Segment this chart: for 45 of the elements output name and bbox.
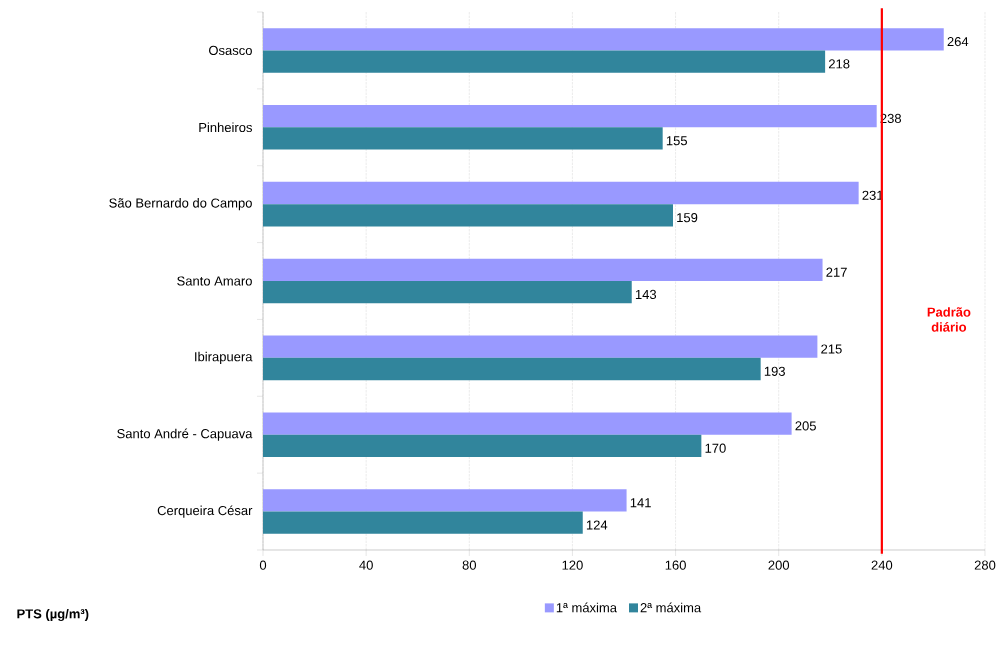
data-label: 218	[828, 59, 850, 69]
data-label: 170	[705, 443, 726, 453]
x-tick-label: 280	[974, 560, 996, 570]
bar	[263, 127, 663, 150]
x-tick-label: 0	[259, 560, 267, 570]
x-tick-label: 240	[871, 560, 893, 570]
data-label: 215	[821, 344, 842, 354]
x-tick-label: 40	[359, 560, 373, 570]
bar	[263, 204, 673, 227]
bar	[263, 105, 877, 128]
bar	[263, 357, 761, 381]
bar	[263, 281, 632, 304]
data-label: 143	[635, 289, 657, 300]
y-tick-label: Santo Amaro	[177, 276, 252, 286]
legend-label: 1ª máxima	[556, 602, 617, 613]
text: PTS (µg/m³)	[17, 608, 89, 622]
y-tick-label: Ibirapuera	[195, 351, 253, 364]
x-tick-label: 120	[562, 560, 583, 570]
bar	[263, 181, 859, 205]
y-tick-label: Cerqueira César	[157, 505, 253, 518]
data-label: 141	[630, 498, 651, 508]
bar	[263, 28, 944, 51]
bar	[263, 511, 583, 534]
data-label: 205	[795, 421, 816, 431]
bar	[263, 489, 627, 512]
bar	[263, 50, 826, 73]
bar	[263, 258, 823, 281]
x-tick-label: 80	[462, 560, 477, 570]
y-tick-label: Santo André - Capuava	[117, 428, 253, 441]
data-label: 159	[677, 212, 698, 223]
bar	[263, 434, 702, 457]
y-tick-label: Osasco	[209, 45, 252, 56]
legend-label: 2ª máxima	[640, 602, 702, 613]
bar	[263, 412, 792, 435]
data-label: 217	[826, 267, 847, 277]
y-tick-label: São Bernardo do Campo	[109, 198, 252, 211]
x-tick-label: 200	[768, 560, 790, 570]
ref-line-label: Padrão diário	[927, 307, 971, 332]
data-label: 264	[947, 36, 969, 47]
data-label: 155	[666, 136, 688, 146]
bar	[263, 335, 818, 358]
data-label: 193	[764, 366, 785, 376]
y-tick-label: Pinheiros	[199, 122, 252, 133]
data-label: 124	[586, 520, 608, 530]
x-tick-label: 160	[665, 560, 686, 570]
